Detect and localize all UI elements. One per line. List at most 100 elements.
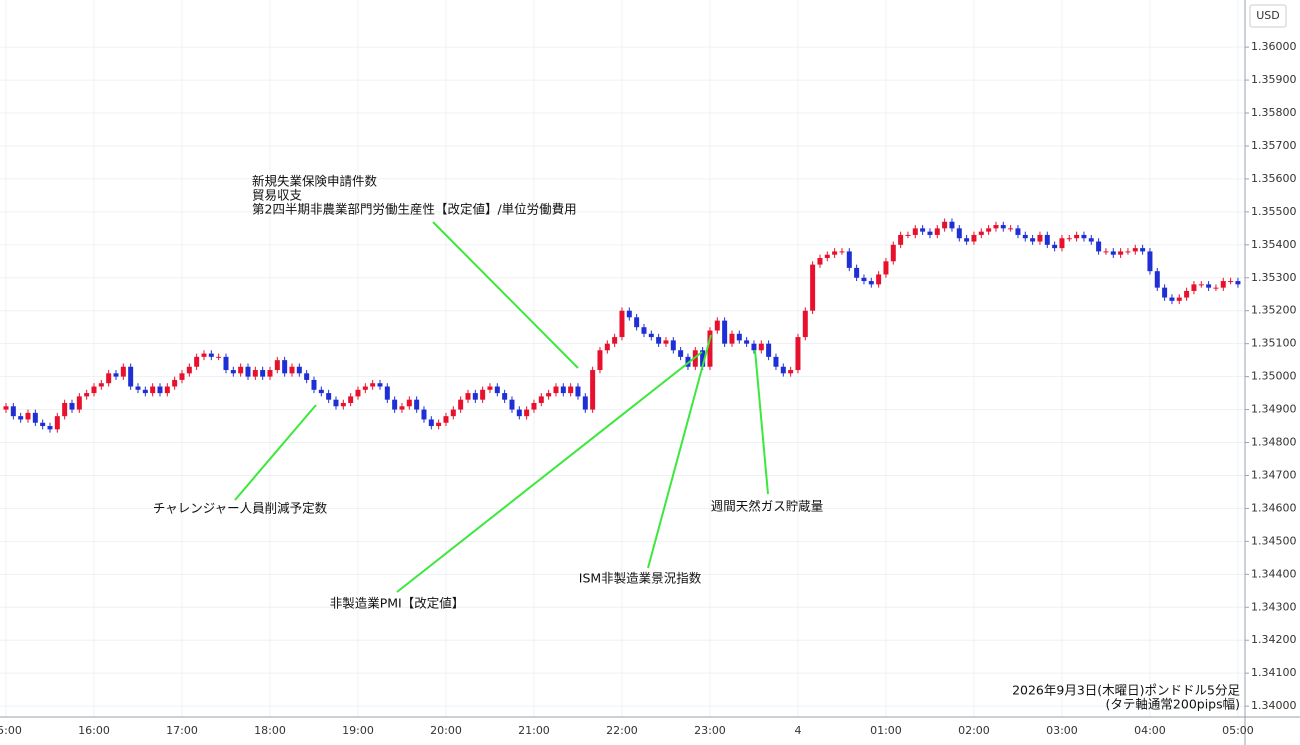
candle-body <box>736 333 742 341</box>
candle-body <box>1169 297 1175 301</box>
candle-body <box>927 231 933 235</box>
currency-label: USD <box>1256 9 1280 22</box>
candle-body <box>993 225 999 229</box>
candle-body <box>502 393 508 400</box>
candle-body <box>531 402 537 410</box>
candle-body <box>472 393 478 400</box>
candle-body <box>62 402 68 417</box>
candle-body <box>25 412 31 420</box>
annotation-arrow <box>234 404 317 501</box>
candle-body <box>384 386 390 400</box>
candle-body <box>626 310 632 318</box>
x-tick-label: 15:00 <box>0 724 22 737</box>
candle-body <box>1184 290 1190 298</box>
candle-body <box>729 333 735 344</box>
candle-body <box>942 221 948 229</box>
candle-body <box>986 228 992 232</box>
candle-body <box>898 234 904 245</box>
x-tick-label: 4 <box>794 724 801 737</box>
candle-body <box>443 416 449 423</box>
candle-body <box>392 399 398 410</box>
y-tick-label: 1.35800 <box>1251 106 1297 119</box>
candle-body <box>1154 271 1160 288</box>
y-tick-label: 1.34900 <box>1251 403 1297 416</box>
candle-body <box>494 386 500 394</box>
candle-body <box>150 386 156 394</box>
candle-body <box>1074 234 1080 239</box>
candle-body <box>773 356 779 367</box>
candle-body <box>421 409 427 420</box>
candle-body <box>590 370 596 410</box>
candle-body <box>355 389 361 397</box>
y-tick-label: 1.34300 <box>1251 600 1297 613</box>
y-tick-label: 1.35300 <box>1251 271 1297 284</box>
candle-body <box>201 353 207 357</box>
candle-body <box>142 389 148 394</box>
annotation-arrow <box>396 351 703 593</box>
candle-body <box>450 409 456 417</box>
candle-body <box>560 386 566 394</box>
candle-body <box>861 277 867 282</box>
y-tick-label: 1.34600 <box>1251 501 1297 514</box>
candle-body <box>780 366 786 374</box>
y-tick-label: 1.35700 <box>1251 139 1297 152</box>
candle-body <box>641 327 647 334</box>
candle-body <box>120 366 126 377</box>
x-tick-label: 01:00 <box>870 724 902 737</box>
candle-body <box>1030 238 1036 242</box>
candle-body <box>678 350 684 357</box>
note: 2026年9月3日(木曜日)ポンドドル5分足 <box>1012 683 1240 698</box>
candle-body <box>113 373 119 377</box>
annotation-arrow <box>432 221 579 369</box>
candle-body <box>304 373 310 380</box>
candle-body <box>47 426 53 430</box>
candle-body <box>1081 234 1087 239</box>
candle-body <box>208 353 214 357</box>
candle-body <box>194 356 200 367</box>
y-tick-label: 1.35200 <box>1251 304 1297 317</box>
x-tick-label: 20:00 <box>430 724 462 737</box>
x-tick-label: 23:00 <box>694 724 726 737</box>
candle-body <box>98 383 104 387</box>
candle-body <box>722 320 728 344</box>
candle-body <box>1228 281 1234 283</box>
candle-body <box>714 320 720 331</box>
x-tick-label: 22:00 <box>606 724 638 737</box>
candle-body <box>1015 228 1021 235</box>
candle-body <box>333 399 339 407</box>
candle-body <box>956 228 962 239</box>
candle-body <box>516 409 522 417</box>
candle-body <box>1118 251 1124 255</box>
candle-body <box>1191 284 1197 291</box>
candle-body <box>883 261 889 275</box>
candle-body <box>582 396 588 410</box>
candle-body <box>1052 244 1058 249</box>
note: (タテ軸通常200pips幅) <box>1106 697 1240 712</box>
candle-body <box>282 360 288 374</box>
candle-body <box>964 238 970 242</box>
x-tick-label: 05:00 <box>1222 724 1254 737</box>
candle-body <box>362 386 368 390</box>
candle-body <box>406 399 412 407</box>
y-tick-label: 1.36000 <box>1251 40 1297 53</box>
candle-body <box>663 340 669 344</box>
x-tick-label: 21:00 <box>518 724 550 737</box>
candle-body <box>905 234 911 236</box>
candle-body <box>135 386 141 390</box>
candle-body <box>1110 251 1116 255</box>
overlay: 1.34000 1.34100 1.34200 1.34300 1.34400 1.345… <box>0 40 1297 737</box>
candle-body <box>164 386 170 394</box>
candle-body <box>1000 225 1006 229</box>
candle-body <box>1088 238 1094 242</box>
y-tick-label: 1.34000 <box>1251 699 1297 712</box>
candle-body <box>568 386 574 394</box>
candle-body <box>1206 284 1212 288</box>
candle-body <box>1044 234 1050 245</box>
candle-body <box>186 366 192 374</box>
y-tick-label: 1.35500 <box>1251 205 1297 218</box>
annotation-arrow <box>754 349 769 495</box>
candle-body <box>846 251 852 268</box>
candle-body <box>76 396 82 410</box>
candle-body <box>810 264 816 311</box>
